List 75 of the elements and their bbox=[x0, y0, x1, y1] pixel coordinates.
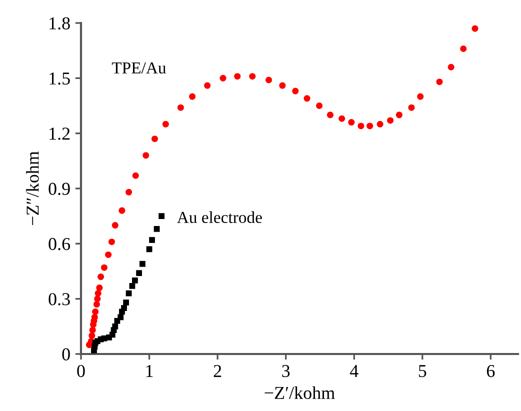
point bbox=[348, 119, 355, 126]
point bbox=[292, 88, 299, 94]
x-axis-title: −Z′/kohm bbox=[264, 386, 335, 400]
point bbox=[126, 188, 132, 196]
point bbox=[358, 122, 364, 130]
point bbox=[387, 117, 394, 124]
point bbox=[118, 207, 126, 214]
point bbox=[126, 290, 132, 296]
point bbox=[417, 93, 424, 100]
point bbox=[100, 264, 108, 271]
point bbox=[177, 104, 184, 111]
point bbox=[108, 238, 115, 246]
point bbox=[304, 95, 310, 102]
point bbox=[204, 82, 211, 89]
point bbox=[112, 323, 118, 330]
point bbox=[249, 73, 256, 80]
point bbox=[94, 290, 102, 297]
point bbox=[448, 64, 454, 70]
point bbox=[266, 76, 272, 84]
y-tick-label: 1.5 bbox=[50, 72, 70, 85]
y-tick-label: 0 bbox=[62, 348, 70, 360]
point bbox=[94, 296, 101, 302]
point bbox=[472, 25, 478, 32]
point bbox=[121, 305, 127, 311]
point bbox=[132, 278, 138, 284]
point bbox=[92, 308, 99, 315]
point bbox=[98, 274, 104, 280]
series-label: Au electrode bbox=[177, 211, 262, 224]
point bbox=[146, 246, 152, 252]
point bbox=[189, 93, 196, 100]
point bbox=[408, 104, 415, 111]
point bbox=[105, 251, 112, 258]
x-tick-label: 6 bbox=[486, 364, 495, 378]
point bbox=[234, 73, 241, 80]
point bbox=[140, 260, 146, 267]
point bbox=[279, 82, 286, 89]
point bbox=[460, 45, 467, 52]
point bbox=[316, 102, 323, 110]
point bbox=[132, 172, 139, 179]
point bbox=[366, 122, 374, 130]
y-tick-label: 0.9 bbox=[48, 182, 70, 196]
point bbox=[158, 213, 165, 220]
point bbox=[376, 120, 384, 128]
point bbox=[89, 326, 96, 334]
point bbox=[149, 237, 155, 243]
series-label: TPE/Au bbox=[112, 62, 166, 74]
x-tick-label: 1 bbox=[146, 365, 153, 377]
point bbox=[162, 120, 169, 128]
y-tick-label: 0.6 bbox=[48, 238, 70, 250]
y-tick-label: 1.2 bbox=[50, 128, 70, 140]
point bbox=[118, 314, 124, 320]
point bbox=[129, 283, 136, 289]
point bbox=[154, 226, 160, 232]
x-tick-label: 0 bbox=[77, 364, 85, 378]
point bbox=[396, 112, 402, 118]
x-tick-label: 2 bbox=[214, 364, 222, 377]
point bbox=[96, 284, 103, 292]
point bbox=[123, 300, 130, 306]
point bbox=[151, 136, 158, 142]
y-tick-label: 0.3 bbox=[48, 293, 70, 306]
point bbox=[326, 112, 334, 118]
point bbox=[91, 314, 98, 320]
x-tick-label: 4 bbox=[350, 365, 358, 377]
x-tick-label: 3 bbox=[282, 364, 290, 378]
y-axis-title: −Z″/kohm bbox=[26, 151, 39, 226]
point bbox=[436, 78, 443, 86]
point bbox=[338, 115, 346, 122]
x-tick-label: 5 bbox=[418, 365, 426, 378]
point bbox=[220, 74, 226, 82]
y-tick-label: 1.8 bbox=[50, 17, 70, 30]
point bbox=[88, 332, 96, 339]
point bbox=[136, 270, 142, 276]
point bbox=[93, 301, 100, 308]
point bbox=[142, 152, 150, 159]
point bbox=[112, 222, 118, 229]
